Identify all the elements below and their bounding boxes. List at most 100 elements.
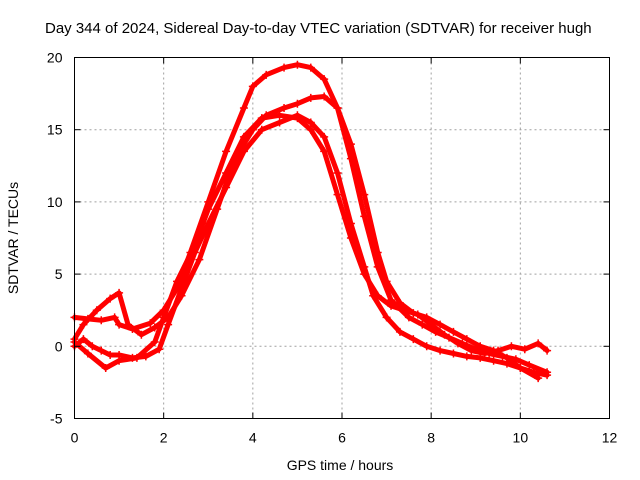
y-tick-label: 0: [55, 338, 63, 354]
data-point: [476, 353, 485, 362]
y-tick-label: 5: [55, 266, 63, 282]
data-point: [404, 313, 413, 322]
data-point: [462, 352, 471, 361]
series-line: [72, 112, 550, 371]
data-point: [115, 320, 124, 329]
data-point: [436, 320, 445, 329]
series-track-4: [70, 111, 552, 380]
data-point: [280, 63, 289, 72]
data-series: [70, 60, 552, 383]
y-tick-label: 10: [47, 194, 63, 210]
data-point: [462, 335, 471, 344]
data-point: [239, 147, 248, 156]
series-line: [72, 94, 541, 381]
data-point: [320, 147, 329, 156]
data-point: [257, 114, 266, 123]
data-point: [293, 60, 302, 69]
data-point: [141, 352, 150, 361]
data-point: [476, 342, 485, 351]
y-tick-label: 20: [47, 50, 63, 66]
x-axis-label: GPS time / hours: [287, 457, 394, 473]
data-point: [146, 319, 155, 328]
y-tick-label: 15: [47, 122, 63, 138]
data-point: [222, 169, 231, 178]
data-point: [400, 306, 409, 315]
data-point: [333, 104, 342, 113]
data-point: [101, 363, 110, 372]
data-point: [440, 330, 449, 339]
data-point: [543, 371, 552, 380]
data-point: [262, 70, 271, 79]
data-point: [79, 320, 88, 329]
data-point: [88, 342, 97, 351]
chart-title: Day 344 of 2024, Sidereal Day-to-day VTE…: [45, 20, 592, 37]
data-point: [525, 361, 534, 370]
data-point: [124, 320, 132, 329]
x-tick-label: 6: [338, 430, 346, 446]
data-point: [137, 330, 146, 339]
data-point: [382, 277, 391, 286]
data-point: [204, 219, 213, 228]
data-point: [467, 346, 476, 355]
data-point: [293, 111, 302, 120]
x-tick-label: 8: [427, 430, 435, 446]
y-axis-label: SDTVAR / TECUs: [5, 182, 21, 294]
data-point: [333, 190, 342, 199]
data-point: [395, 327, 404, 336]
data-point: [106, 294, 115, 303]
series-track-2: [70, 92, 543, 383]
series-line: [72, 62, 550, 375]
data-point: [427, 320, 436, 329]
data-point: [502, 359, 511, 368]
data-point: [333, 169, 342, 178]
data-point: [373, 248, 382, 257]
data-point: [436, 346, 445, 355]
data-point: [516, 363, 525, 372]
data-point: [306, 93, 315, 102]
axis-ticks: 0 2 4 6 8 10 12 -5 0 5 10 15 20: [47, 50, 618, 446]
data-point: [222, 147, 231, 156]
series-track-1: [70, 60, 552, 377]
data-point: [413, 310, 422, 319]
data-point: [128, 353, 137, 362]
data-point: [418, 320, 427, 329]
series-line: [72, 112, 550, 378]
data-point: [257, 125, 266, 134]
data-point: [248, 82, 257, 91]
data-point: [275, 111, 284, 120]
data-point: [83, 349, 92, 358]
x-tick-label: 0: [71, 430, 79, 446]
data-point: [422, 342, 431, 351]
data-point: [190, 248, 199, 257]
data-point: [449, 327, 458, 336]
data-point: [115, 288, 124, 297]
data-point: [239, 104, 248, 113]
x-tick-label: 2: [160, 430, 168, 446]
data-point: [360, 262, 369, 271]
data-point: [346, 140, 355, 149]
data-point: [489, 356, 498, 365]
data-point: [320, 132, 329, 141]
y-tick-label: -5: [50, 411, 63, 427]
data-point: [494, 346, 503, 355]
data-point: [346, 219, 355, 228]
data-point: [204, 205, 213, 214]
data-point: [239, 132, 248, 141]
data-point: [453, 339, 462, 348]
data-point: [449, 349, 458, 358]
data-point: [320, 92, 329, 101]
data-point: [275, 118, 284, 127]
data-point: [195, 255, 204, 264]
data-point: [507, 342, 516, 351]
data-point: [543, 346, 552, 355]
data-point: [369, 291, 378, 300]
x-tick-label: 4: [249, 430, 257, 446]
data-point: [173, 277, 182, 286]
data-point: [387, 301, 396, 310]
x-tick-label: 10: [513, 430, 529, 446]
data-point: [164, 320, 173, 329]
data-point: [360, 190, 369, 199]
data-point: [110, 313, 119, 322]
data-point: [520, 345, 529, 354]
data-point: [106, 350, 115, 359]
